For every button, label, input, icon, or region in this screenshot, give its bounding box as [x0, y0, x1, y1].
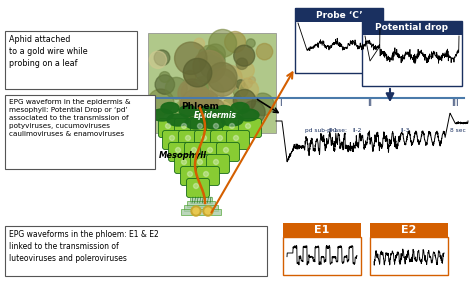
FancyBboxPatch shape [5, 95, 155, 169]
Circle shape [215, 106, 229, 121]
Bar [362, 21, 462, 86]
Circle shape [201, 94, 213, 106]
Circle shape [217, 65, 242, 90]
Circle shape [201, 81, 224, 104]
FancyBboxPatch shape [184, 143, 208, 162]
Circle shape [159, 72, 170, 82]
Ellipse shape [197, 106, 215, 117]
Circle shape [198, 123, 202, 128]
Circle shape [173, 100, 198, 125]
Circle shape [165, 77, 187, 99]
Text: II-1: II-1 [328, 128, 337, 133]
FancyBboxPatch shape [5, 226, 267, 276]
Text: II-2: II-2 [352, 128, 361, 133]
Circle shape [195, 90, 218, 114]
FancyBboxPatch shape [186, 179, 210, 198]
Bar [184, 205, 218, 211]
FancyBboxPatch shape [174, 119, 198, 138]
Circle shape [193, 50, 226, 83]
Circle shape [234, 45, 255, 66]
Circle shape [154, 50, 170, 66]
Bar [362, 21, 462, 35]
FancyBboxPatch shape [174, 155, 198, 173]
Text: Potential drop: Potential drop [375, 23, 448, 33]
Circle shape [175, 147, 181, 153]
Circle shape [237, 62, 254, 79]
Ellipse shape [215, 106, 233, 117]
Text: I: I [279, 99, 281, 108]
Circle shape [246, 123, 250, 128]
Circle shape [208, 93, 218, 104]
Text: pd sub-phase:: pd sub-phase: [305, 128, 347, 133]
FancyBboxPatch shape [179, 130, 201, 149]
Circle shape [248, 77, 255, 83]
Circle shape [191, 147, 197, 153]
Circle shape [181, 82, 201, 102]
FancyBboxPatch shape [5, 31, 137, 89]
FancyBboxPatch shape [210, 130, 234, 149]
Circle shape [185, 136, 191, 140]
Circle shape [190, 76, 218, 104]
Circle shape [206, 99, 225, 118]
Ellipse shape [185, 117, 207, 129]
Circle shape [256, 44, 273, 60]
Text: II: II [367, 99, 373, 108]
Circle shape [204, 50, 225, 71]
Text: Mesophyll: Mesophyll [159, 151, 207, 160]
Ellipse shape [161, 102, 179, 113]
Bar [283, 223, 361, 237]
FancyBboxPatch shape [168, 143, 191, 162]
Bar [190, 197, 212, 203]
Bar [187, 201, 215, 207]
Circle shape [193, 208, 199, 214]
FancyBboxPatch shape [238, 119, 262, 138]
FancyBboxPatch shape [191, 119, 213, 138]
Ellipse shape [151, 109, 173, 121]
Circle shape [182, 123, 186, 128]
Circle shape [236, 58, 247, 69]
Circle shape [182, 160, 186, 164]
FancyBboxPatch shape [207, 155, 229, 173]
Circle shape [194, 38, 205, 49]
Bar [181, 209, 221, 215]
FancyBboxPatch shape [217, 143, 239, 162]
Circle shape [188, 171, 192, 177]
Ellipse shape [167, 114, 189, 126]
Circle shape [233, 82, 248, 98]
Circle shape [183, 58, 212, 87]
Circle shape [166, 119, 179, 131]
Circle shape [155, 75, 174, 94]
Circle shape [205, 44, 225, 64]
Text: EPG waveforms in the phloem: E1 & E2
linked to the transmission of
luteoviruses : EPG waveforms in the phloem: E1 & E2 lin… [9, 230, 159, 263]
Circle shape [184, 70, 196, 83]
Circle shape [224, 147, 228, 153]
Circle shape [208, 147, 212, 153]
Text: Aphid attached
to a gold wire while
probing on a leaf: Aphid attached to a gold wire while prob… [9, 35, 88, 68]
Bar [295, 8, 383, 73]
FancyBboxPatch shape [222, 119, 246, 138]
FancyBboxPatch shape [207, 119, 229, 138]
Circle shape [251, 93, 274, 116]
Text: 8 sec: 8 sec [450, 128, 466, 133]
Circle shape [191, 206, 201, 216]
Bar [148, 33, 276, 133]
Circle shape [192, 88, 214, 110]
Text: EPG waveform in the epidermis &
mesophyll: Potential Drop or ‘pd’
associated to : EPG waveform in the epidermis & mesophyl… [9, 99, 131, 137]
FancyBboxPatch shape [201, 143, 224, 162]
Circle shape [210, 76, 233, 100]
Circle shape [203, 171, 209, 177]
Circle shape [178, 100, 192, 114]
Ellipse shape [237, 109, 259, 121]
Circle shape [239, 80, 258, 99]
Text: Epidermis: Epidermis [193, 110, 237, 119]
Circle shape [242, 78, 253, 88]
Circle shape [157, 111, 164, 118]
Circle shape [208, 68, 236, 97]
Text: E2: E2 [401, 225, 417, 235]
Circle shape [193, 183, 199, 188]
Circle shape [200, 55, 224, 79]
Circle shape [218, 136, 222, 140]
Circle shape [213, 160, 219, 164]
Bar [370, 223, 448, 237]
